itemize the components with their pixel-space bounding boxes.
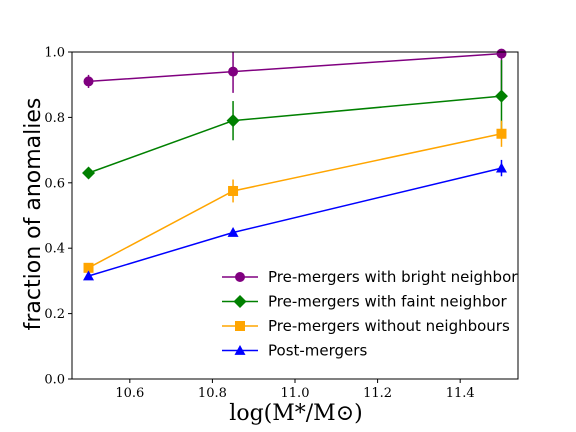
y-axis-label: fraction of anomalies [21, 98, 46, 331]
data-point [496, 128, 507, 139]
x-tick-label: 11.4 [446, 386, 475, 401]
data-point [83, 270, 95, 281]
legend-label: Pre-mergers without neighbours [268, 317, 510, 335]
legend-item-1: Pre-mergers with bright neighbor [222, 268, 518, 286]
data-point [228, 185, 239, 196]
legend-label: Post-mergers [268, 342, 367, 360]
data-point [226, 114, 240, 128]
series-1 [83, 48, 507, 97]
axes: 10.6 10.8 11.0 11.2 11.4 0.0 0.2 0.4 0.6 0.8 1.0 [44, 46, 519, 401]
y-tick-label: 0.8 [44, 111, 65, 126]
series-4 [83, 159, 507, 281]
x-tick-label: 11.2 [363, 386, 392, 401]
legend-item-4: Post-mergers [222, 342, 367, 360]
series-line [88, 95, 502, 174]
legend-label: Pre-mergers with faint neighbor [268, 293, 508, 311]
y-tick-label: 1.0 [44, 46, 65, 61]
series-3 [83, 120, 507, 273]
data-point [83, 262, 94, 273]
legend-marker [233, 295, 247, 308]
data-point [82, 166, 96, 180]
data-point [227, 227, 239, 237]
x-tick-label: 11.0 [281, 386, 310, 401]
series-line [88, 167, 502, 277]
error-bars [87, 52, 503, 97]
x-tick-label: 10.8 [198, 386, 227, 401]
y-tick-label: 0.6 [44, 176, 65, 191]
series-line [88, 133, 502, 269]
legend-item-3: Pre-mergers without neighbours [222, 317, 510, 335]
x-axis-label: log(M*/M⊙) [229, 401, 362, 426]
data-point [83, 76, 94, 87]
legend: Pre-mergers with bright neighbor Pre-merg… [222, 268, 518, 360]
data-point [228, 66, 239, 77]
y-tick-label: 0.4 [44, 242, 65, 257]
legend-label: Pre-mergers with bright neighbor [268, 268, 518, 286]
series-line [88, 52, 502, 83]
legend-marker [235, 272, 245, 282]
data-point [495, 162, 507, 173]
legend-item-2: Pre-mergers with faint neighbor [222, 293, 508, 311]
series-2 [82, 60, 508, 180]
x-tick-label: 10.6 [115, 386, 144, 401]
legend-marker [235, 321, 245, 331]
plot-area [82, 48, 508, 281]
y-tick-label: 0.0 [44, 373, 65, 388]
legend-marker [234, 345, 246, 355]
error-bars [232, 120, 503, 203]
data-point [496, 48, 507, 59]
data-point [494, 89, 508, 103]
y-tick-label: 0.2 [44, 307, 65, 322]
